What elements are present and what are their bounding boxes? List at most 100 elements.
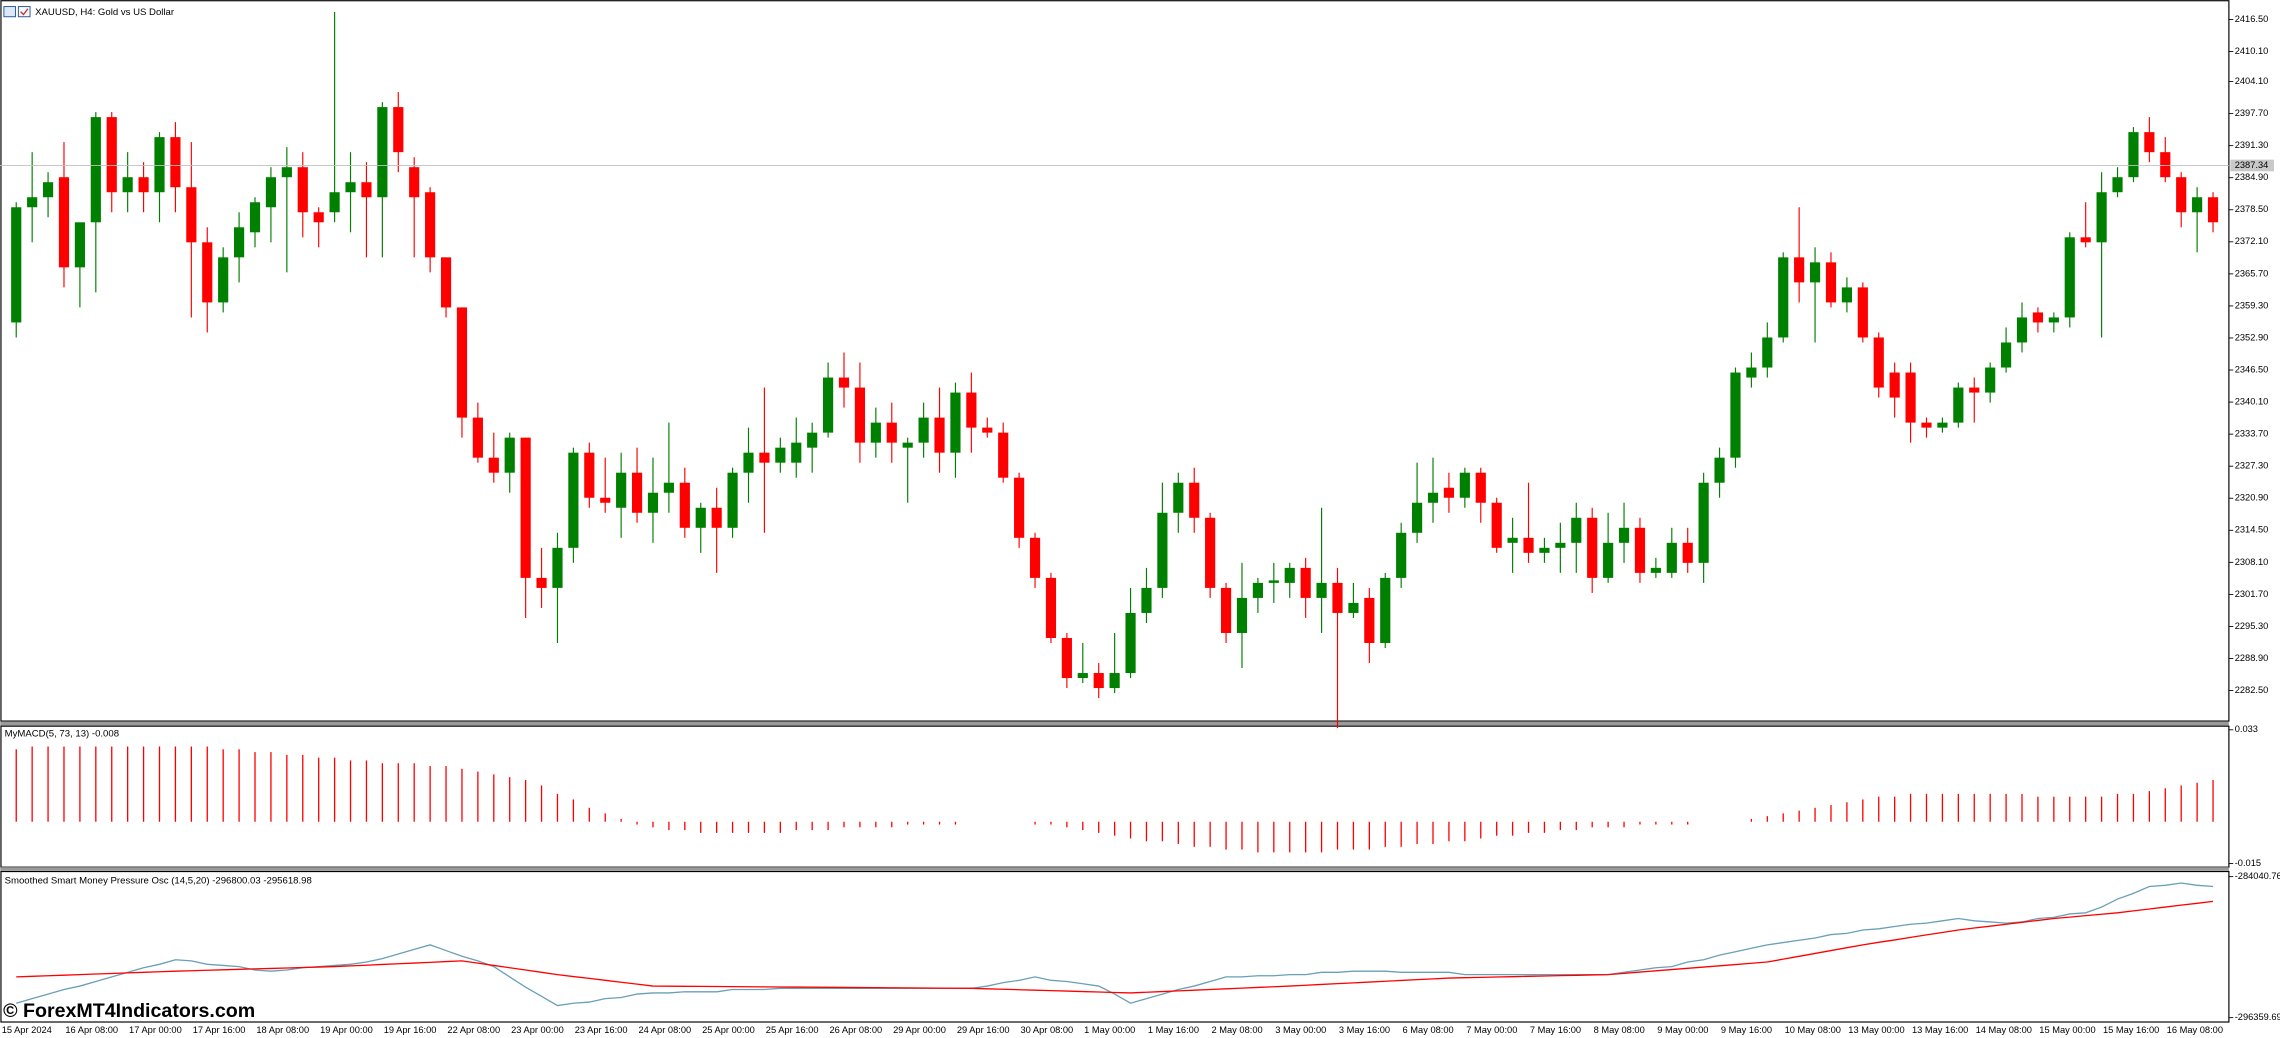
price-panel-frame	[0, 0, 2230, 722]
candle-body	[2207, 197, 2219, 223]
candle-body	[2128, 132, 2139, 178]
candle-body	[2064, 237, 2075, 318]
candle-body	[966, 392, 977, 428]
candle-body	[1698, 482, 1709, 563]
candle-body	[1587, 517, 1598, 578]
candle-body	[138, 177, 149, 193]
candle-body	[58, 177, 70, 268]
y-tick-label: 2340.10	[2235, 397, 2269, 407]
candle-body	[409, 167, 420, 198]
indicator-title: MyMACD(5, 73, 13) -0.008	[5, 729, 119, 740]
x-tick-label: 14 May 08:00	[1976, 1025, 2032, 1035]
candle-body	[27, 197, 38, 208]
x-tick-label: 25 Apr 16:00	[766, 1025, 819, 1035]
candle-body	[1746, 367, 1757, 378]
candle-body	[1778, 257, 1789, 338]
candle-body	[393, 107, 404, 153]
candle-body	[1141, 587, 1152, 613]
symbol-icons[interactable]	[3, 6, 31, 18]
candle-body	[1857, 287, 1868, 338]
y-tick-label: 2308.10	[2235, 557, 2269, 567]
candle-body	[982, 427, 993, 433]
indicator-title: Smoothed Smart Money Pressure Osc (14,5,…	[5, 876, 312, 887]
candle-body	[1921, 422, 1932, 428]
osc-panel-frame	[0, 870, 2230, 1023]
candle-body	[2016, 317, 2028, 343]
candle-body	[727, 472, 738, 528]
current-price-label: 2387.34	[2235, 160, 2269, 170]
candle-body	[1825, 262, 1837, 303]
candle-body	[1077, 673, 1088, 679]
candle-body	[647, 492, 659, 513]
y-tick-label: 2397.70	[2235, 108, 2269, 118]
x-tick-label: 19 Apr 16:00	[384, 1025, 437, 1035]
candle-body	[1889, 372, 1900, 398]
y-tick-label: 2372.10	[2235, 236, 2269, 246]
candle-body	[823, 377, 834, 433]
x-tick-label: 1 May 00:00	[1084, 1025, 1135, 1035]
y-tick-label: 2288.90	[2235, 653, 2269, 663]
y-tick-label: 2410.10	[2235, 46, 2269, 56]
y-tick-label: 2365.70	[2235, 268, 2269, 278]
y-tick-label: 2314.50	[2235, 525, 2269, 535]
candle-body	[1427, 492, 1439, 503]
x-tick-label: 17 Apr 00:00	[129, 1025, 182, 1035]
x-tick-label: 13 May 16:00	[1912, 1025, 1968, 1035]
candle-body	[679, 482, 690, 528]
candle-body	[1412, 502, 1423, 533]
candle-body	[1380, 577, 1391, 643]
x-tick-label: 29 Apr 00:00	[893, 1025, 946, 1035]
icon[interactable]	[3, 6, 17, 18]
candle-body	[377, 107, 388, 198]
candle-body	[1316, 582, 1327, 598]
candle-body	[218, 257, 229, 303]
x-tick-label: 9 May 00:00	[1657, 1025, 1708, 1035]
y-tick-label: 2327.30	[2235, 461, 2269, 471]
x-tick-label: 16 Apr 08:00	[65, 1025, 118, 1035]
x-tick-label: 25 Apr 00:00	[702, 1025, 755, 1035]
y-tick-label: 2416.50	[2235, 14, 2269, 24]
candle-body	[870, 422, 881, 443]
candle-body	[1809, 262, 1821, 283]
x-tick-label: 15 Apr 2024	[2, 1025, 52, 1035]
x-tick-label: 1 May 16:00	[1148, 1025, 1199, 1035]
candle-body	[1220, 587, 1232, 633]
candle-body	[759, 452, 770, 463]
candle-body	[1523, 537, 1534, 553]
candle-body	[1205, 517, 1216, 588]
candle-body	[1045, 577, 1057, 638]
x-tick-label: 16 May 08:00	[2167, 1025, 2223, 1035]
candle-body	[1491, 502, 1502, 548]
candle-body	[584, 452, 595, 498]
candle-body	[1985, 367, 1996, 393]
y-tick-label: -0.015	[2235, 858, 2261, 868]
candle-body	[440, 257, 452, 308]
candle-body	[854, 387, 866, 443]
x-tick-label: 15 May 00:00	[2039, 1025, 2095, 1035]
candle-body	[1873, 337, 1884, 388]
candle-body	[1332, 582, 1343, 613]
chart-title: XAUUSD, H4: Gold vs US Dollar	[35, 7, 175, 18]
icon[interactable]	[17, 6, 31, 18]
candle-body	[1969, 387, 1980, 393]
candle-body	[2112, 177, 2123, 193]
candle-body	[1841, 287, 1852, 303]
candle-body	[711, 507, 722, 528]
x-tick-label: 2 May 08:00	[1212, 1025, 1263, 1035]
candle-body	[1618, 527, 1630, 543]
candle-body	[2192, 197, 2203, 213]
y-tick-label: 2346.50	[2235, 364, 2269, 374]
candle-body	[918, 417, 929, 443]
candle-body	[1300, 567, 1311, 598]
candle-body	[1109, 673, 1120, 689]
candle-body	[1252, 582, 1263, 598]
candle-body	[1794, 257, 1805, 283]
candle-body	[1061, 637, 1072, 679]
x-tick-label: 24 Apr 08:00	[638, 1025, 691, 1035]
indicator-line	[16, 882, 2214, 1007]
candle-body	[807, 432, 818, 448]
candle-body	[1093, 673, 1104, 689]
candle-body	[1189, 482, 1200, 518]
candle-body	[1029, 537, 1041, 578]
